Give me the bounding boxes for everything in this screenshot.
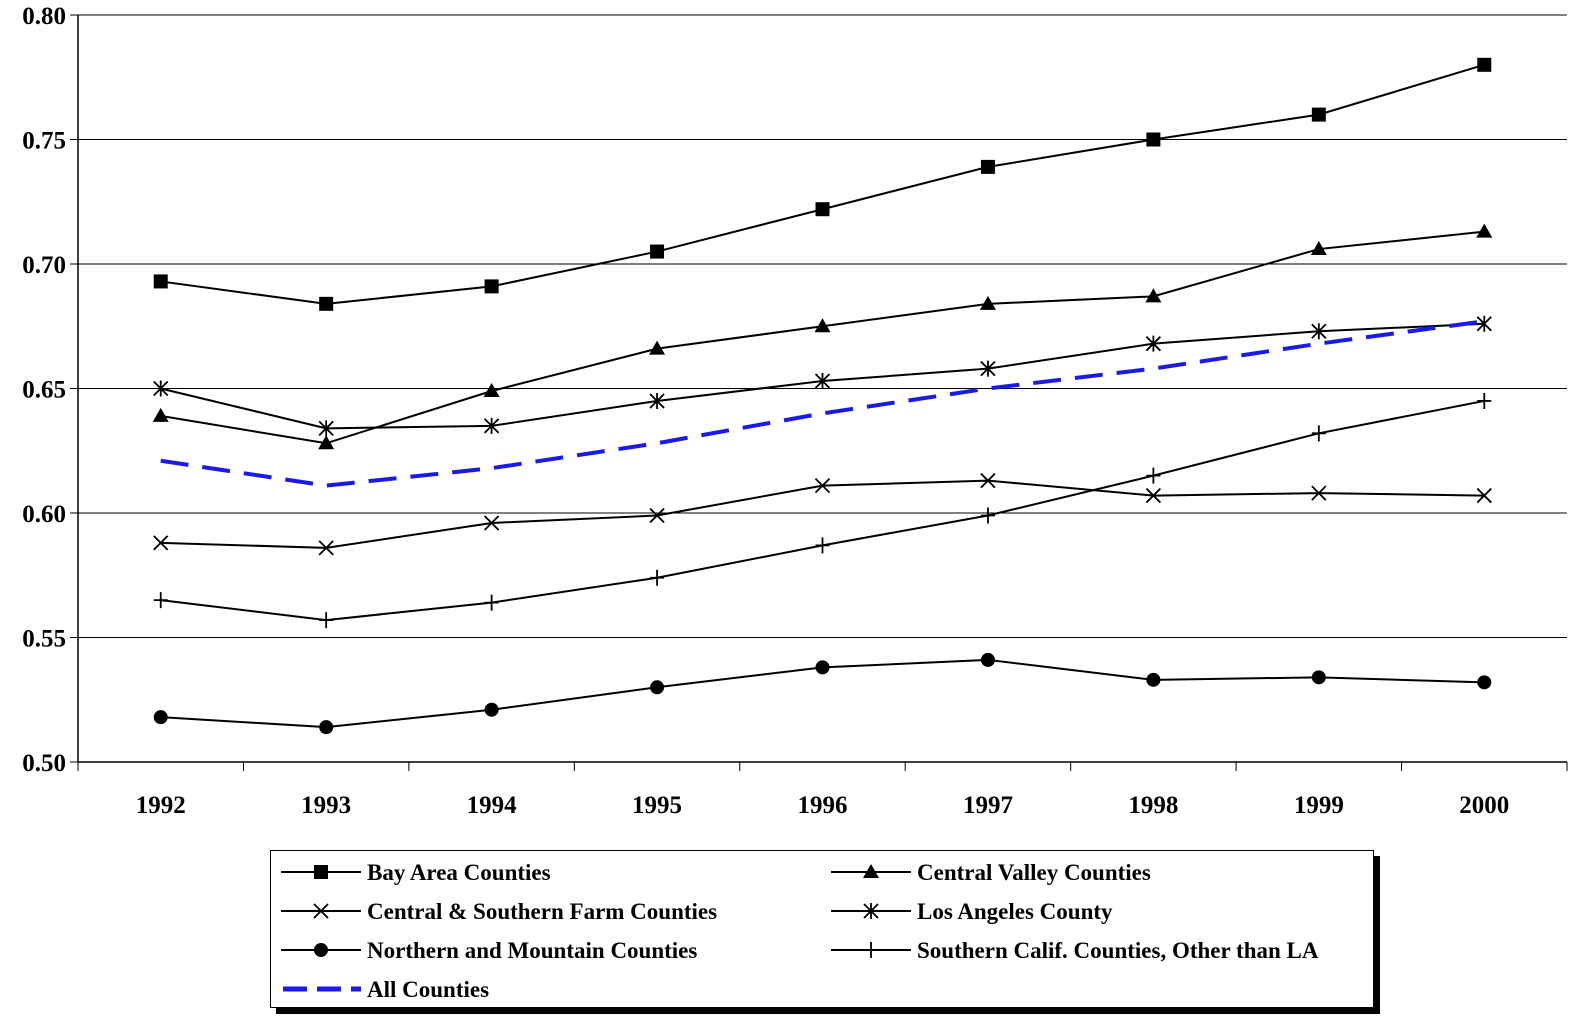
data-point bbox=[650, 245, 664, 259]
data-point bbox=[816, 660, 830, 674]
legend-item: Bay Area Counties bbox=[281, 860, 551, 885]
legend-label: Central Valley Counties bbox=[917, 860, 1151, 885]
legend-label: Los Angeles County bbox=[917, 899, 1113, 924]
data-point bbox=[1146, 133, 1160, 147]
series-line bbox=[161, 65, 1485, 304]
y-tick-label: 0.60 bbox=[22, 501, 66, 528]
legend-label: All Counties bbox=[367, 977, 489, 1002]
data-point bbox=[319, 612, 333, 628]
legend-item: Los Angeles County bbox=[831, 899, 1113, 924]
data-point bbox=[1477, 58, 1491, 72]
legend-label: Bay Area Counties bbox=[367, 860, 551, 885]
series-line bbox=[161, 321, 1485, 485]
x-tick-label: 1994 bbox=[467, 792, 518, 819]
x-tick-label: 1999 bbox=[1294, 792, 1344, 819]
y-tick-label: 0.55 bbox=[22, 626, 66, 653]
data-point bbox=[319, 720, 333, 734]
data-point bbox=[981, 653, 995, 667]
x-tick-label: 1995 bbox=[632, 792, 682, 819]
legend-item: All Counties bbox=[283, 977, 489, 1002]
data-point bbox=[485, 703, 499, 717]
data-point bbox=[154, 592, 168, 608]
legend-marker bbox=[864, 942, 878, 958]
data-point bbox=[154, 274, 168, 288]
x-tick-label: 2000 bbox=[1459, 792, 1509, 819]
data-point bbox=[650, 570, 664, 586]
data-point bbox=[981, 160, 995, 174]
y-axis-tick-labels: 0.50 0.55 0.60 0.65 0.70 0.75 0.80 bbox=[22, 3, 66, 777]
series-0 bbox=[154, 58, 1492, 311]
legend: Bay Area Counties Central Valley Counties… bbox=[270, 850, 1374, 1008]
data-point bbox=[1477, 675, 1491, 689]
data-point bbox=[154, 710, 168, 724]
legend-label: Northern and Mountain Counties bbox=[367, 938, 697, 963]
legend-item: Central & Southern Farm Counties bbox=[281, 899, 717, 924]
legend-marker bbox=[314, 865, 328, 879]
legend-item: Central Valley Counties bbox=[831, 860, 1151, 885]
y-tick-label: 0.75 bbox=[22, 128, 66, 155]
line-chart: 0.500.550.600.650.700.750.80 1992 1993 199… bbox=[0, 0, 1572, 850]
legend-marker bbox=[314, 943, 328, 957]
series-6 bbox=[161, 321, 1485, 485]
data-point bbox=[1476, 224, 1492, 238]
y-tick-label: 0.70 bbox=[22, 252, 66, 279]
series-1 bbox=[153, 224, 1493, 450]
data-point bbox=[1146, 468, 1160, 484]
x-tick-label: 1997 bbox=[963, 792, 1013, 819]
data-point bbox=[153, 408, 169, 422]
data-point bbox=[1477, 393, 1491, 409]
data-point bbox=[1312, 425, 1326, 441]
x-axis-tick-labels: 1992 1993 1994 1995 1996 1997 1998 1999 2000 bbox=[136, 792, 1510, 819]
data-point bbox=[1146, 673, 1160, 687]
series-lines bbox=[153, 58, 1493, 734]
data-point bbox=[319, 297, 333, 311]
data-point bbox=[1312, 670, 1326, 684]
x-tick-label: 1993 bbox=[301, 792, 351, 819]
data-point bbox=[485, 279, 499, 293]
series-4 bbox=[154, 653, 1492, 734]
x-tick-label: 1998 bbox=[1128, 792, 1178, 819]
data-point bbox=[650, 680, 664, 694]
legend-item: Northern and Mountain Counties bbox=[281, 938, 697, 963]
axes bbox=[70, 15, 1567, 771]
y-tick-label: 0.65 bbox=[22, 377, 66, 404]
y-tick-label: 0.80 bbox=[22, 3, 66, 30]
data-point bbox=[981, 507, 995, 523]
data-point bbox=[485, 595, 499, 611]
series-3 bbox=[154, 316, 1492, 437]
legend-label: Southern Calif. Counties, Other than LA bbox=[917, 938, 1319, 963]
legend-label: Central & Southern Farm Counties bbox=[367, 899, 717, 924]
data-point bbox=[1312, 108, 1326, 122]
data-point bbox=[816, 537, 830, 553]
series-line bbox=[161, 232, 1485, 444]
y-tick-label: 0.50 bbox=[22, 750, 66, 777]
legend-item: Southern Calif. Counties, Other than LA bbox=[831, 938, 1319, 963]
data-point bbox=[816, 202, 830, 216]
x-tick-label: 1996 bbox=[798, 792, 848, 819]
x-tick-label: 1992 bbox=[136, 792, 186, 819]
